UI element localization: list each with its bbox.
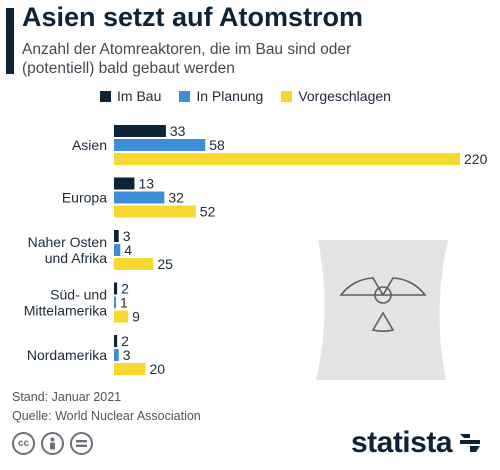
bar bbox=[114, 335, 118, 347]
bar-value-label: 58 bbox=[209, 137, 225, 153]
bar bbox=[114, 125, 166, 137]
legend-label-vorgeschlagen: Vorgeschlagen bbox=[298, 88, 391, 104]
brand-name: statista bbox=[350, 426, 453, 459]
bar-value-label: 3 bbox=[123, 228, 131, 244]
category-label: Europa bbox=[62, 190, 107, 206]
bar bbox=[114, 349, 119, 361]
bar bbox=[114, 310, 129, 323]
legend-item-vorgeschlagen: Vorgeschlagen bbox=[281, 88, 391, 104]
category-label: Süd- und bbox=[50, 287, 107, 303]
bar-group: Nordamerika 23 20 bbox=[27, 333, 165, 377]
bar bbox=[114, 296, 116, 309]
equals-icon[interactable] bbox=[70, 432, 93, 455]
legend-swatch-vorgeschlagen bbox=[281, 90, 293, 102]
footer-quelle: Quelle: World Nuclear Association bbox=[12, 409, 201, 423]
bar-value-label: 3 bbox=[123, 347, 131, 363]
legend-swatch-in-planung bbox=[179, 90, 191, 102]
legend-swatch-im-bau bbox=[100, 90, 111, 102]
bar-group: Europa 13 32 52 bbox=[62, 176, 216, 220]
bar-value-label: 25 bbox=[157, 256, 173, 272]
bar-value-label: 2 bbox=[121, 281, 129, 297]
bar bbox=[114, 205, 196, 218]
license-icons: cc bbox=[12, 432, 99, 455]
bar bbox=[114, 191, 165, 204]
chart-legend: Im Bau In Planung Vorgeschlagen bbox=[100, 88, 409, 104]
statista-mark-icon bbox=[460, 434, 480, 452]
bar bbox=[114, 230, 119, 242]
bar-value-label: 20 bbox=[149, 361, 165, 377]
category-label: Naher Osten bbox=[28, 234, 107, 250]
bar-value-label: 32 bbox=[168, 190, 184, 206]
category-label: Mittelamerika bbox=[24, 303, 107, 319]
legend-label-in-planung: In Planung bbox=[196, 88, 264, 104]
bar-value-label: 52 bbox=[200, 204, 216, 220]
bar-value-label: 13 bbox=[138, 176, 154, 192]
bar bbox=[114, 244, 121, 256]
bar-value-label: 1 bbox=[120, 295, 128, 311]
bar bbox=[114, 153, 460, 165]
bar bbox=[114, 139, 206, 151]
cc-icon[interactable]: cc bbox=[12, 432, 35, 455]
bar-value-label: 2 bbox=[121, 333, 129, 349]
page-title: Asien setzt auf Atomstrom bbox=[22, 2, 364, 32]
title-accent-bar bbox=[6, 8, 14, 74]
category-label: Asien bbox=[72, 137, 107, 153]
cooling-tower-illustration bbox=[316, 240, 448, 380]
person-icon[interactable] bbox=[41, 432, 64, 455]
bar-value-label: 220 bbox=[464, 151, 488, 167]
bar-value-label: 4 bbox=[124, 242, 132, 258]
legend-label-im-bau: Im Bau bbox=[117, 88, 162, 104]
category-label: und Afrika bbox=[45, 250, 107, 266]
radiation-icon bbox=[339, 277, 427, 333]
bar-group: Asien 33 58 220 bbox=[72, 123, 488, 167]
bar bbox=[114, 363, 146, 375]
category-label: Nordamerika bbox=[27, 347, 107, 363]
legend-item-in-planung: In Planung bbox=[179, 88, 263, 104]
bar-value-label: 33 bbox=[170, 123, 186, 139]
bar-value-label: 9 bbox=[132, 309, 140, 325]
bar bbox=[114, 258, 154, 270]
statista-logo[interactable]: statista bbox=[351, 426, 484, 460]
page-subtitle: Anzahl der Atomreaktoren, die im Bau sin… bbox=[22, 41, 352, 77]
legend-item-im-bau: Im Bau bbox=[100, 88, 161, 104]
bar bbox=[114, 282, 118, 295]
footer-stand: Stand: Januar 2021 bbox=[12, 390, 122, 404]
bar bbox=[114, 177, 135, 190]
